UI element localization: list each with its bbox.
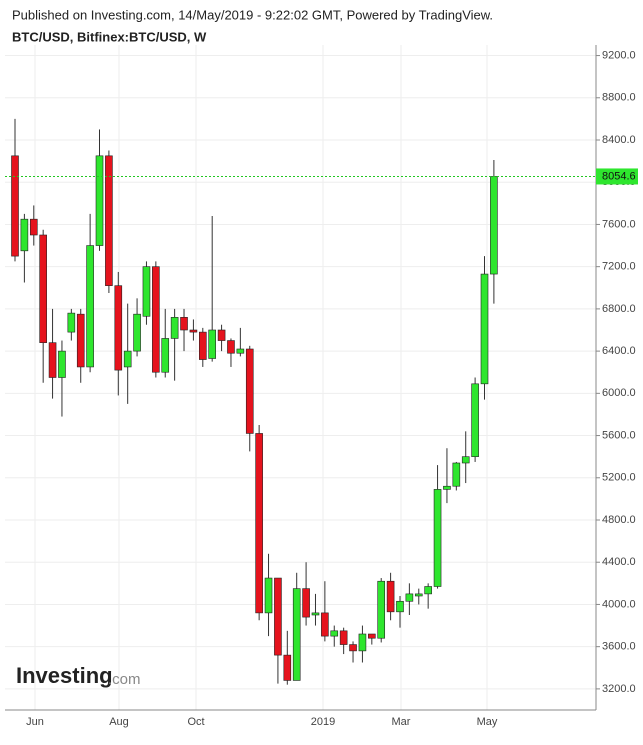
x-tick-label: Mar [392,716,411,728]
watermark-suffix: .com [108,671,141,688]
candle-body [358,633,367,652]
candle-body [58,350,66,378]
candle-body [386,580,395,613]
y-tick-label: 7200.0 [602,261,636,273]
y-tick-label: 8800.0 [602,92,636,104]
y-tick-label: 4800.0 [602,514,636,526]
candle-body [245,348,254,434]
candle-body [452,462,461,487]
last-price-box [596,168,638,185]
candle-body [414,593,423,597]
candle-body [227,340,235,354]
candle-body [339,630,348,645]
candle-body [29,218,38,236]
candle-body [114,285,123,371]
x-tick-label: May [477,716,498,728]
y-tick-label: 3200.0 [602,683,636,695]
candle-body [67,312,76,333]
x-tick-label: Jun [26,716,44,728]
watermark: Investing [16,663,113,688]
chart-title: BTC/USD, Bitfinex:BTC/USD, W [12,29,207,44]
candle-body [433,489,442,587]
candle-body [133,313,141,352]
y-tick-label: 6800.0 [602,303,636,315]
x-tick-label: Oct [187,716,204,728]
y-tick-label: 5600.0 [602,429,636,441]
y-tick-label: 9200.0 [602,49,636,61]
candle-body [105,155,113,286]
candle-body [39,234,47,343]
candle-body [170,317,179,339]
candle-body [189,329,198,333]
candle-body [396,600,404,613]
candle-body [349,644,357,652]
candle-body [368,633,376,639]
candle-body [443,485,451,490]
candle-body [95,155,104,246]
y-tick-label: 8400.0 [602,134,636,146]
candle-body [86,245,94,368]
x-tick-label: Aug [109,716,129,728]
candle-body [311,612,320,616]
candle-body [152,266,160,373]
candle-body [123,350,132,368]
candle-body [11,155,19,257]
candle-body [142,266,151,317]
y-tick-label: 5200.0 [602,472,636,484]
candle-body [217,329,226,341]
candle-body [161,338,170,373]
candle-body [461,456,470,464]
candle-body [20,218,29,252]
candle-body [480,273,489,385]
x-tick-label: 2019 [311,716,335,728]
candle-body [48,342,57,378]
candle-body [236,348,245,354]
published-note: Published on Investing.com, 14/May/2019 … [12,7,493,22]
y-tick-label: 6000.0 [602,387,636,399]
candle-body [471,383,479,457]
candle-body [405,593,414,602]
last-price-label: 8054.6 [602,170,636,182]
candles: 8054.6 [5,118,638,685]
candle-body [377,580,386,639]
candle-body [264,577,273,614]
candle-body [180,317,188,331]
candle-body [283,654,292,681]
candle-body [76,313,85,368]
candle-body [199,331,207,360]
candle-body [302,588,310,618]
y-tick-label: 4000.0 [602,598,636,610]
candle-body [424,586,432,595]
candle-body [330,630,339,637]
candle-body [274,577,282,656]
y-tick-label: 7600.0 [602,218,636,230]
y-tick-label: 4400.0 [602,556,636,568]
candle-body [490,176,498,275]
candle-body [255,433,263,614]
candle-body [208,329,216,359]
y-tick-label: 3600.0 [602,641,636,653]
candle-body [292,588,301,681]
candle-body [321,612,329,637]
y-tick-label: 6400.0 [602,345,636,357]
